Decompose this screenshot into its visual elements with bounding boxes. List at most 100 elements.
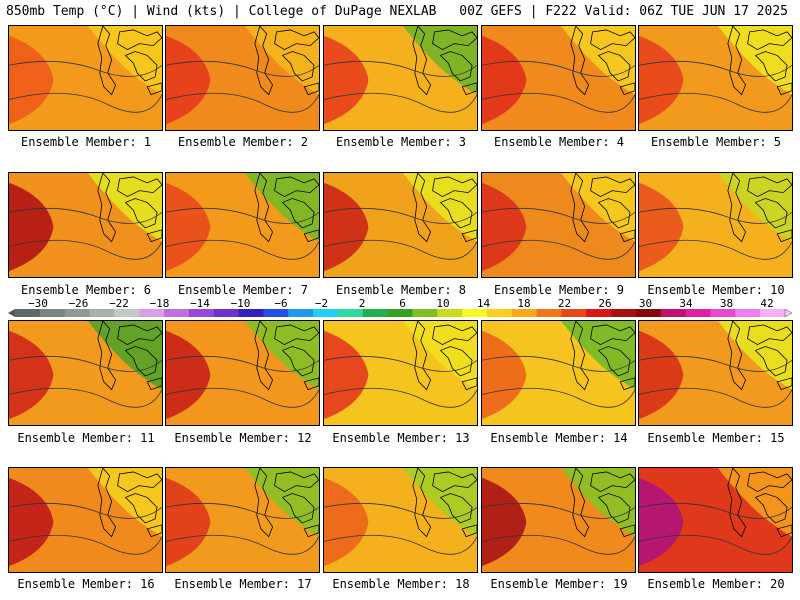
ensemble-member-label: Ensemble Member: 8	[335, 283, 467, 297]
temperature-map	[324, 173, 477, 277]
legend-swatch	[437, 309, 463, 317]
temperature-map	[9, 26, 162, 130]
ensemble-panel-10	[638, 172, 793, 278]
legend-tick-label: −2	[314, 297, 329, 310]
legend-tick-label: 2	[358, 297, 366, 310]
legend-swatch	[561, 309, 587, 317]
legend-tick-label: 10	[436, 297, 450, 310]
temperature-map	[9, 468, 162, 572]
ensemble-panel-20	[638, 467, 793, 573]
ensemble-panel-7	[165, 172, 320, 278]
legend-arrow-left	[8, 309, 15, 317]
legend-swatch	[486, 309, 513, 317]
ensemble-panel-13	[323, 320, 478, 426]
legend-swatch	[536, 309, 562, 317]
legend-tick-label: −30	[28, 297, 48, 310]
legend-swatch	[760, 309, 786, 317]
temperature-map	[482, 321, 635, 425]
legend-swatch	[735, 309, 761, 317]
ensemble-panel-12	[165, 320, 320, 426]
legend-swatch	[710, 309, 736, 317]
ensemble-panel-1	[8, 25, 163, 131]
legend-swatch	[685, 309, 711, 317]
header-title: 850mb Temp (°C) | Wind (kts) | College o…	[6, 4, 437, 19]
legend-swatch	[586, 309, 612, 317]
ensemble-member-label: Ensemble Member: 2	[177, 135, 309, 149]
ensemble-panel-19	[481, 467, 636, 573]
legend-swatch	[164, 309, 190, 317]
ensemble-member-label: Ensemble Member: 17	[174, 577, 312, 591]
legend-arrow-right	[784, 309, 792, 317]
temperature-map	[482, 173, 635, 277]
color-legend: −30 −26 −22 −18 −14 −10 −6 −2 2 6 10 14 18 22 26 30 34 38…	[8, 297, 792, 319]
temperature-map	[9, 321, 162, 425]
legend-swatch	[611, 309, 637, 317]
ensemble-member-label: Ensemble Member: 11	[17, 431, 155, 445]
temperature-map	[324, 321, 477, 425]
ensemble-member-label: Ensemble Member: 18	[332, 577, 470, 591]
legend-swatch	[660, 309, 687, 317]
ensemble-panel-8	[323, 172, 478, 278]
ensemble-member-label: Ensemble Member: 19	[490, 577, 628, 591]
legend-swatch	[511, 309, 538, 317]
ensemble-member-label: Ensemble Member: 3	[335, 135, 467, 149]
legend-swatch	[39, 309, 66, 317]
temperature-map	[166, 321, 319, 425]
legend-tick-label: 22	[557, 297, 572, 310]
temperature-map	[639, 173, 792, 277]
legend-tick-label: −6	[274, 297, 288, 310]
legend-swatch	[213, 309, 240, 317]
legend-swatch	[337, 309, 364, 317]
ensemble-panel-4	[481, 25, 636, 131]
legend-tick-label: −22	[109, 297, 129, 310]
ensemble-panel-6	[8, 172, 163, 278]
temperature-map	[639, 321, 792, 425]
temperature-map	[482, 26, 635, 130]
header-run-info: 00Z GEFS | F222 Valid: 06Z TUE JUN 17 20…	[459, 4, 788, 19]
legend-swatch	[635, 309, 662, 317]
legend-tick-label: −18	[149, 297, 170, 310]
ensemble-member-label: Ensemble Member: 16	[17, 577, 155, 591]
ensemble-panel-3	[323, 25, 478, 131]
ensemble-panel-18	[323, 467, 478, 573]
legend-swatch	[89, 309, 115, 317]
temperature-map	[639, 26, 792, 130]
temperature-map	[482, 468, 635, 572]
ensemble-member-label: Ensemble Member: 10	[647, 283, 785, 297]
legend-swatch	[139, 309, 165, 317]
legend-swatch	[263, 309, 289, 317]
temperature-map	[166, 26, 319, 130]
legend-swatch	[313, 309, 339, 317]
legend-swatch	[64, 309, 91, 317]
legend-swatch	[387, 309, 413, 317]
ensemble-panel-9	[481, 172, 636, 278]
temperature-map	[166, 173, 319, 277]
temperature-map	[324, 26, 477, 130]
legend-swatch	[114, 309, 140, 317]
ensemble-member-label: Ensemble Member: 20	[647, 577, 785, 591]
legend-tick-label: 18	[517, 297, 531, 310]
ensemble-member-label: Ensemble Member: 12	[174, 431, 312, 445]
legend-swatch	[188, 309, 215, 317]
legend-tick-label: −14	[190, 297, 210, 310]
legend-swatch	[412, 309, 438, 317]
legend-tick-label: 26	[598, 297, 612, 310]
ensemble-panel-2	[165, 25, 320, 131]
ensemble-panel-14	[481, 320, 636, 426]
temperature-map	[324, 468, 477, 572]
color-legend-strip	[8, 309, 792, 317]
ensemble-member-label: Ensemble Member: 1	[20, 135, 152, 149]
legend-tick-label: 42	[760, 297, 774, 310]
ensemble-member-label: Ensemble Member: 4	[493, 135, 625, 149]
legend-tick-label: 38	[719, 297, 734, 310]
ensemble-member-label: Ensemble Member: 7	[177, 283, 309, 297]
temperature-map	[639, 468, 792, 572]
legend-tick-label: 6	[399, 297, 406, 310]
legend-swatch	[15, 309, 41, 317]
ensemble-member-label: Ensemble Member: 5	[650, 135, 782, 149]
ensemble-member-label: Ensemble Member: 6	[20, 283, 152, 297]
legend-swatch	[462, 309, 488, 317]
ensemble-panel-5	[638, 25, 793, 131]
ensemble-panel-15	[638, 320, 793, 426]
ensemble-member-label: Ensemble Member: 9	[493, 283, 625, 297]
